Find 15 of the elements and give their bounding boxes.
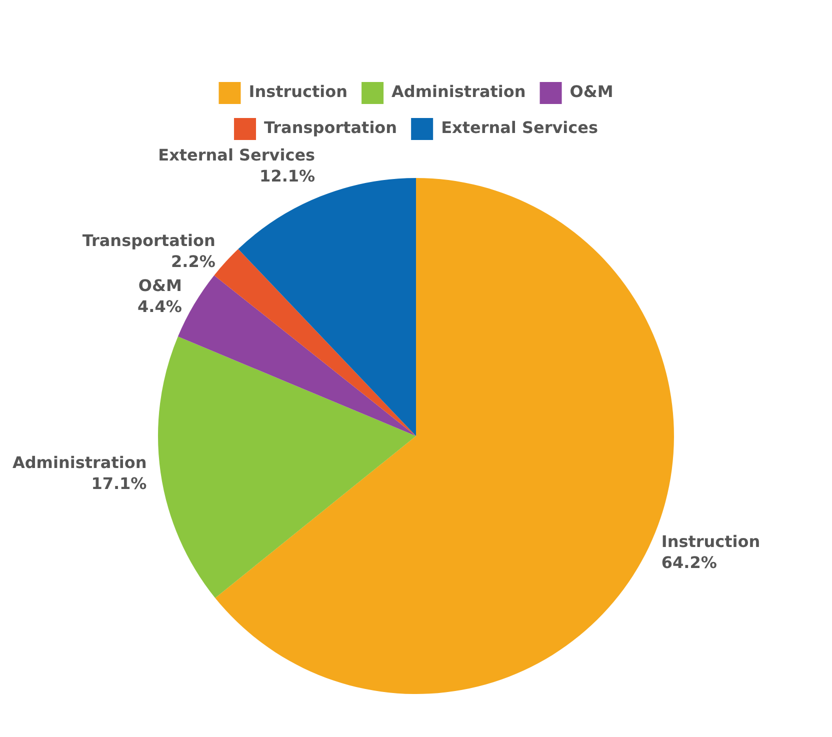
slice-label: O&M (138, 276, 182, 296)
data-label: 2.2% (171, 252, 216, 271)
slice-label: External Services (158, 146, 316, 165)
data-label: 12.1% (260, 166, 316, 186)
legend-label: External Services (441, 118, 598, 138)
legend-label: O&M (570, 82, 614, 102)
legend-label: Transportation (264, 118, 398, 138)
data-label: 4.4% (138, 297, 182, 316)
data-label: 64.2% (661, 553, 717, 572)
data-label: 17.1% (91, 474, 147, 493)
legend-label: Instruction (248, 82, 348, 102)
legend-label: Administration (392, 82, 526, 102)
slice-label: Administration (12, 452, 147, 472)
slice-label: Instruction (661, 532, 760, 552)
slice-label: Transportation (82, 230, 216, 250)
